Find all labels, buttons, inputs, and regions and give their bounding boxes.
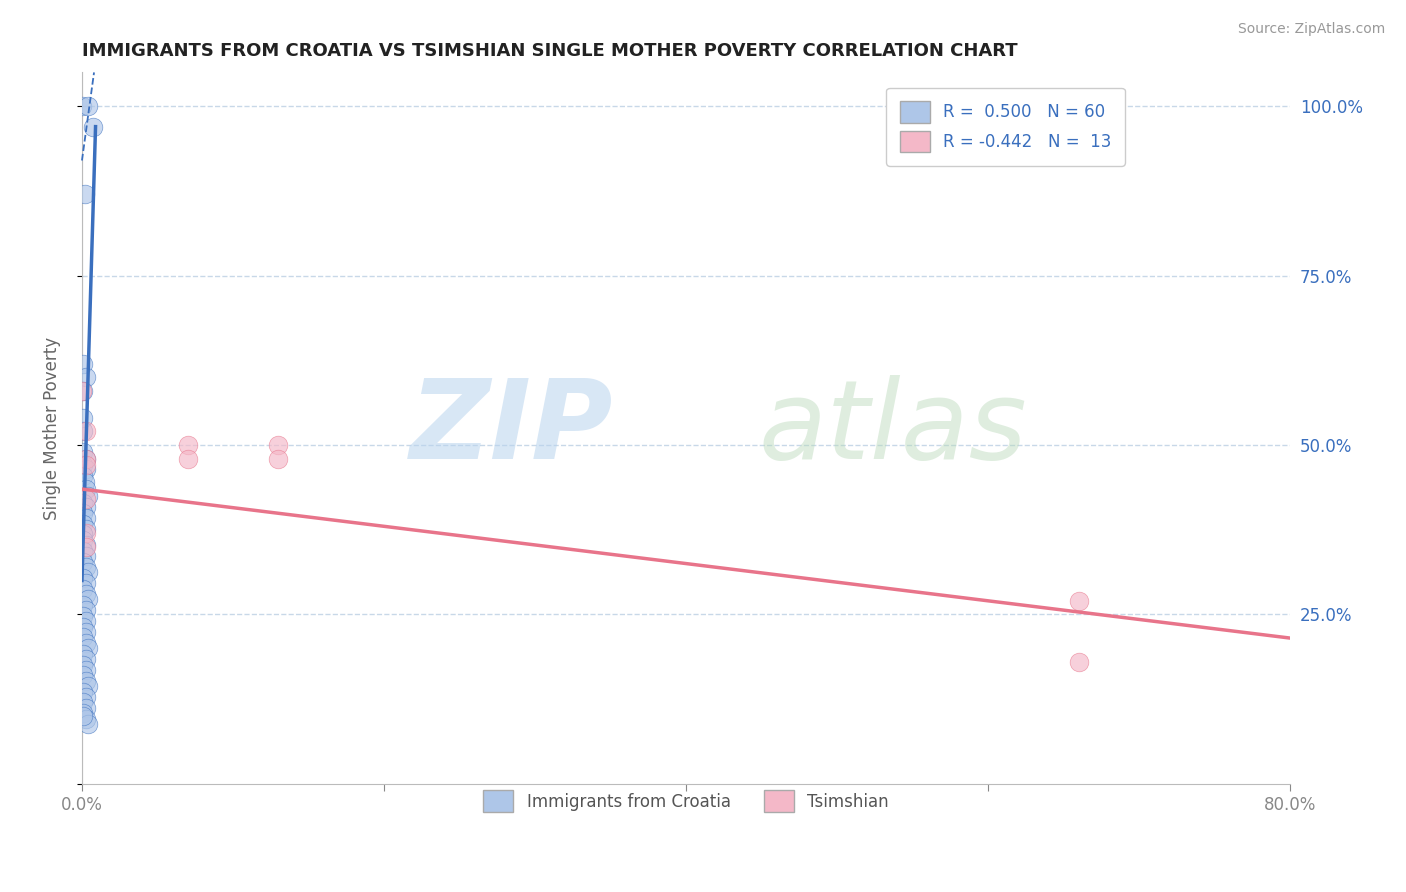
Point — [72, 495, 94, 509]
Point — [72, 516, 94, 531]
Text: Source: ZipAtlas.com: Source: ZipAtlas.com — [1237, 22, 1385, 37]
Point — [77, 641, 100, 656]
Point — [72, 619, 94, 633]
Point — [77, 592, 100, 607]
Point — [76, 425, 98, 439]
Point — [70, 384, 93, 398]
Point — [77, 489, 100, 503]
Point — [76, 576, 98, 591]
Point — [77, 566, 100, 580]
Point — [76, 370, 98, 384]
Point — [72, 668, 94, 682]
Point — [76, 712, 98, 726]
Point — [72, 555, 94, 569]
Text: IMMIGRANTS FROM CROATIA VS TSIMSHIAN SINGLE MOTHER POVERTY CORRELATION CHART: IMMIGRANTS FROM CROATIA VS TSIMSHIAN SIN… — [82, 42, 1018, 60]
Point — [1067, 594, 1090, 608]
Point — [76, 636, 98, 650]
Point — [76, 603, 98, 617]
Point — [72, 506, 94, 520]
Y-axis label: Single Mother Poverty: Single Mother Poverty — [44, 336, 60, 520]
Point — [72, 695, 94, 709]
Point — [70, 99, 93, 113]
Point — [77, 99, 100, 113]
Point — [72, 444, 94, 458]
Point — [76, 540, 98, 554]
Point — [72, 543, 94, 558]
Point — [72, 582, 94, 596]
Point — [76, 451, 98, 466]
Point — [76, 522, 98, 536]
Point — [76, 492, 98, 507]
Point — [76, 587, 98, 601]
Point — [72, 468, 94, 483]
Point — [77, 717, 100, 731]
Point — [72, 608, 94, 623]
Point — [72, 631, 94, 645]
Point — [72, 458, 94, 473]
Point — [72, 411, 94, 425]
Point — [76, 690, 98, 704]
Point — [76, 560, 98, 574]
Point — [72, 384, 94, 398]
Point — [72, 709, 94, 723]
Point — [76, 482, 98, 496]
Point — [76, 500, 98, 515]
Point — [73, 475, 96, 490]
Point — [76, 461, 98, 475]
Point — [76, 625, 98, 640]
Point — [72, 425, 94, 439]
Point — [72, 598, 94, 612]
Point — [72, 684, 94, 698]
Point — [82, 120, 104, 134]
Point — [267, 451, 290, 466]
Point — [76, 663, 98, 677]
Point — [72, 571, 94, 585]
Point — [72, 706, 94, 721]
Point — [72, 527, 94, 541]
Point — [176, 438, 198, 452]
Point — [76, 614, 98, 628]
Point — [72, 657, 94, 672]
Text: atlas: atlas — [759, 375, 1028, 482]
Point — [76, 526, 98, 541]
Point — [76, 673, 98, 688]
Point — [72, 533, 94, 547]
Point — [76, 458, 98, 473]
Point — [72, 647, 94, 661]
Point — [72, 357, 94, 371]
Point — [73, 187, 96, 202]
Point — [77, 679, 100, 693]
Point — [76, 538, 98, 552]
Legend: Immigrants from Croatia, Tsimshian: Immigrants from Croatia, Tsimshian — [470, 777, 903, 825]
Point — [76, 549, 98, 563]
Point — [267, 438, 290, 452]
Point — [76, 511, 98, 525]
Text: ZIP: ZIP — [411, 375, 613, 482]
Point — [76, 701, 98, 715]
Point — [76, 652, 98, 666]
Point — [1067, 655, 1090, 669]
Point — [76, 451, 98, 466]
Point — [176, 451, 198, 466]
